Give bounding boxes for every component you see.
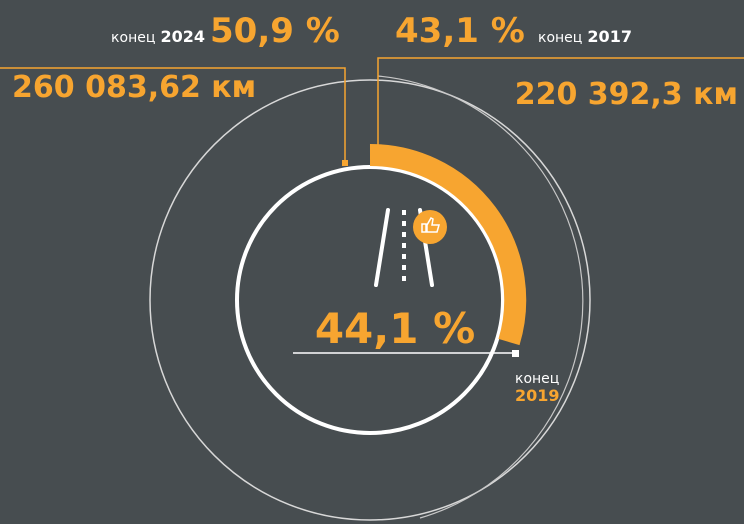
center-label: конец bbox=[515, 371, 559, 387]
left-percent: 50,9 % bbox=[210, 11, 340, 51]
center-percent: 44,1 % bbox=[315, 304, 475, 353]
label: конец bbox=[538, 30, 582, 46]
leader-end bbox=[512, 350, 519, 357]
progress-arc bbox=[369, 143, 527, 346]
right-caption: конец 2017 bbox=[538, 27, 632, 46]
left-caption: конец 2024 bbox=[111, 27, 205, 46]
right-distance: 220 392,3 км bbox=[515, 77, 738, 112]
outer-arc bbox=[377, 75, 584, 519]
right-percent: 43,1 % bbox=[395, 11, 525, 51]
year: 2017 bbox=[587, 27, 632, 46]
label: конец bbox=[111, 30, 155, 46]
thumb-badge bbox=[413, 210, 447, 244]
leader-dot bbox=[342, 160, 348, 166]
outer-ring bbox=[149, 79, 591, 521]
leader-right bbox=[377, 57, 744, 160]
inner-ring bbox=[235, 165, 505, 435]
left-distance: 260 083,62 км bbox=[12, 70, 256, 105]
year: 2024 bbox=[160, 27, 205, 46]
road-edge bbox=[374, 208, 390, 287]
leader-left bbox=[0, 67, 346, 165]
thumb-icon bbox=[421, 217, 440, 233]
center-year: 2019 bbox=[515, 386, 560, 405]
